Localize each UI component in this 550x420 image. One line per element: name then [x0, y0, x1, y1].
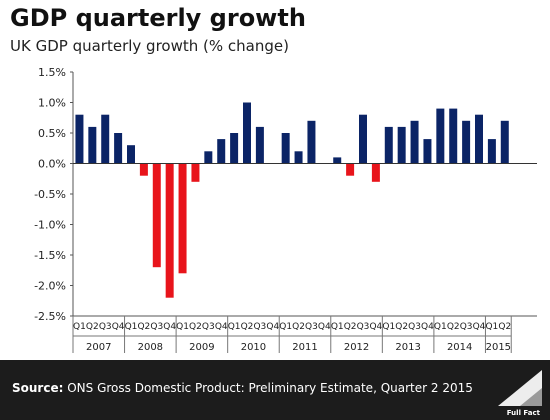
- year-label: 2014: [447, 342, 472, 353]
- bar: [75, 114, 84, 164]
- bar: [307, 120, 316, 164]
- quarter-label: Q4: [318, 322, 331, 332]
- bar: [333, 157, 342, 164]
- source-label: Source:: [12, 381, 64, 395]
- bar: [371, 163, 380, 182]
- quarter-label: Q1: [176, 322, 189, 332]
- quarter-label: Q2: [395, 322, 408, 332]
- quarter-label: Q3: [150, 322, 163, 332]
- y-tick-label: 0.0%: [38, 158, 66, 171]
- quarter-label: Q1: [279, 322, 292, 332]
- bar: [191, 163, 200, 182]
- bar: [423, 139, 432, 164]
- year-label: 2009: [189, 342, 214, 353]
- bar: [449, 108, 458, 164]
- bar: [281, 133, 290, 164]
- bar: [204, 151, 213, 164]
- bar: [165, 163, 174, 298]
- bar: [500, 120, 509, 164]
- quarter-label: Q2: [86, 322, 99, 332]
- bar: [139, 163, 148, 176]
- quarter-label: Q4: [421, 322, 434, 332]
- bar: [397, 126, 406, 164]
- quarter-label: Q1: [73, 322, 86, 332]
- bar: [384, 126, 393, 164]
- quarter-label: Q1: [382, 322, 395, 332]
- quarter-label: Q4: [473, 322, 486, 332]
- quarter-label: Q3: [357, 322, 370, 332]
- quarter-label: Q2: [189, 322, 202, 332]
- quarter-label: Q4: [163, 322, 176, 332]
- chart-subtitle: UK GDP quarterly growth (% change): [10, 37, 289, 55]
- gdp-bar-chart: 1.5% 1.0% 0.5% 0.0% -0.5% -1.0% -1.5% -2.0% -2.5…: [34, 66, 537, 353]
- quarter-label: Q3: [460, 322, 473, 332]
- year-label: 2015: [486, 342, 511, 353]
- bar: [127, 145, 135, 164]
- bar: [230, 133, 239, 164]
- quarter-label: Q2: [344, 322, 357, 332]
- quarter-label: Q3: [305, 322, 318, 332]
- bar: [487, 139, 496, 164]
- year-label: 2013: [395, 342, 420, 353]
- footer-bar: Source: ONS Gross Domestic Product: Prel…: [0, 360, 550, 420]
- year-label: 2012: [344, 342, 369, 353]
- quarter-label: Q3: [202, 322, 215, 332]
- bar: [152, 163, 161, 268]
- quarter-label: Q2: [292, 322, 305, 332]
- year-label: 2010: [241, 342, 266, 353]
- bar: [255, 126, 264, 164]
- full-fact-logo-icon: [498, 370, 542, 406]
- quarter-label: Q2: [498, 322, 511, 332]
- quarter-label: Q4: [266, 322, 279, 332]
- year-label: 2007: [86, 342, 111, 353]
- quarter-label: Q4: [215, 322, 228, 332]
- year-label: 2011: [292, 342, 317, 353]
- y-tick-label: -1.0%: [34, 219, 66, 232]
- bar: [436, 108, 445, 164]
- quarter-label: Q1: [434, 322, 447, 332]
- y-tick-label: -1.5%: [34, 249, 66, 262]
- quarter-label: Q3: [253, 322, 266, 332]
- y-tick-label: -2.0%: [34, 280, 66, 293]
- bar: [243, 102, 251, 164]
- bar: [114, 133, 123, 164]
- source-note: Source: ONS Gross Domestic Product: Prel…: [12, 381, 473, 395]
- quarter-label: Q1: [228, 322, 241, 332]
- quarter-label: Q2: [241, 322, 254, 332]
- bar: [217, 139, 226, 164]
- quarter-label: Q2: [137, 322, 150, 332]
- y-tick-label: 0.5%: [38, 127, 66, 140]
- y-tick-label: -2.5%: [34, 310, 66, 323]
- quarter-label: Q4: [369, 322, 382, 332]
- y-tick-label: 1.0%: [38, 97, 66, 110]
- bar: [101, 114, 110, 164]
- bar: [88, 126, 97, 164]
- quarter-label: Q1: [331, 322, 344, 332]
- quarter-label: Q1: [125, 322, 138, 332]
- year-label: 2008: [138, 342, 163, 353]
- bar: [346, 163, 355, 176]
- chart-title: GDP quarterly growth: [10, 4, 306, 32]
- bar: [294, 151, 303, 164]
- bar: [475, 114, 483, 164]
- y-tick-label: 1.5%: [38, 66, 66, 79]
- quarter-label: Q3: [408, 322, 421, 332]
- source-text: ONS Gross Domestic Product: Preliminary …: [63, 381, 473, 395]
- quarter-label: Q3: [99, 322, 112, 332]
- y-tick-label: -0.5%: [34, 188, 66, 201]
- bar: [462, 120, 471, 164]
- quarter-label: Q4: [112, 322, 125, 332]
- quarter-label: Q1: [485, 322, 498, 332]
- bar: [410, 120, 419, 164]
- logo-text: Full Fact: [506, 409, 540, 417]
- bar: [178, 163, 187, 274]
- bar: [359, 114, 367, 164]
- quarter-label: Q2: [447, 322, 460, 332]
